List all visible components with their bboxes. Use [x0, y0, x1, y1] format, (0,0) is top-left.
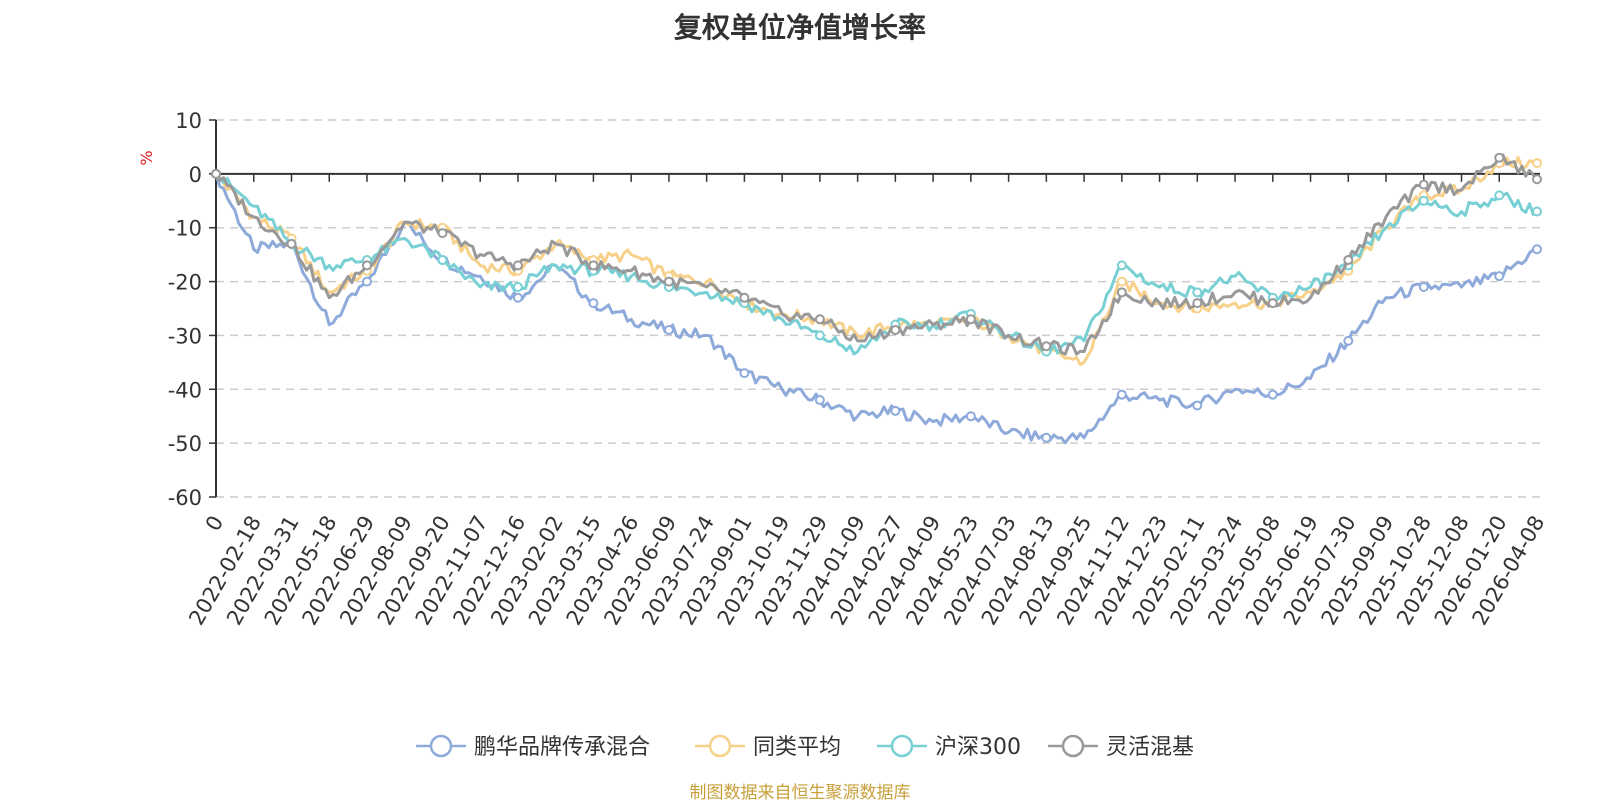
data-point	[1192, 287, 1203, 298]
legend[interactable]: 鹏华品牌传承混合 同类平均 沪深300 灵活混基	[416, 734, 1194, 760]
data-point	[1267, 389, 1278, 400]
data-point	[814, 314, 825, 325]
legend-label: 沪深300	[935, 735, 1021, 760]
data-point	[1532, 174, 1542, 185]
data-point	[1532, 244, 1542, 255]
data-point	[1494, 152, 1505, 163]
legend-item-2[interactable]: 沪深300	[877, 734, 1021, 760]
axes: 100-10-20-30-40-50-6002022-02-182022-03-…	[168, 109, 1550, 629]
y-tick-label: -50	[168, 432, 202, 456]
data-point	[663, 325, 674, 336]
data-point	[1343, 255, 1354, 266]
data-point	[1116, 389, 1127, 400]
series-line	[214, 153, 1539, 356]
data-point	[1418, 195, 1429, 206]
series-0	[211, 168, 1542, 445]
data-point	[1418, 179, 1429, 190]
legend-item-1[interactable]: 同类平均	[695, 734, 841, 760]
data-point	[1116, 276, 1127, 287]
y-tick-label: -40	[168, 378, 202, 402]
data-point	[739, 292, 750, 303]
data-point	[588, 298, 599, 309]
data-point	[1192, 298, 1203, 309]
data-point	[1041, 432, 1052, 443]
series-line	[214, 172, 1538, 356]
series-line	[214, 173, 1538, 445]
data-point	[1532, 158, 1542, 169]
data-point	[890, 405, 901, 416]
y-tick-label: -30	[168, 324, 202, 348]
legend-swatch-marker	[708, 734, 732, 758]
data-point	[512, 281, 523, 292]
data-point	[1267, 298, 1278, 309]
data-point	[1532, 206, 1542, 217]
data-point	[1116, 287, 1127, 298]
y-tick-label: 10	[175, 109, 202, 133]
series-lines	[211, 152, 1542, 445]
data-point	[1418, 281, 1429, 292]
data-point	[211, 168, 221, 179]
legend-swatch-marker	[429, 734, 453, 758]
legend-label: 同类平均	[753, 735, 841, 760]
data-point	[512, 260, 523, 271]
series-3	[211, 152, 1542, 356]
data-point	[814, 395, 825, 406]
data-point	[361, 260, 372, 271]
data-point	[437, 228, 448, 239]
y-tick-label: -60	[168, 486, 202, 510]
grid-lines	[216, 119, 1540, 498]
data-point	[1494, 190, 1505, 201]
data-point	[1494, 271, 1505, 282]
data-point	[512, 292, 523, 303]
data-point	[663, 276, 674, 287]
data-point	[965, 411, 976, 422]
data-point	[1343, 335, 1354, 346]
source-note: 制图数据来自恒生聚源数据库	[689, 783, 911, 803]
data-point	[1192, 400, 1203, 411]
data-point	[361, 276, 372, 287]
data-point	[890, 325, 901, 336]
y-tick-label: -10	[168, 217, 202, 241]
x-tick-label: 0	[201, 512, 228, 536]
data-point	[286, 238, 297, 249]
data-point	[1041, 341, 1052, 352]
legend-swatch-marker	[1061, 734, 1085, 758]
series-1	[211, 155, 1542, 366]
legend-swatch-marker	[890, 734, 914, 758]
data-point	[965, 314, 976, 325]
data-point	[739, 368, 750, 379]
data-point	[814, 330, 825, 341]
chart-title: 复权单位净值增长率	[673, 11, 926, 44]
data-point	[437, 255, 448, 266]
y-tick-label: 0	[189, 163, 202, 187]
legend-item-0[interactable]: 鹏华品牌传承混合	[416, 734, 650, 760]
y-axis-unit-label: %	[137, 150, 156, 165]
legend-label: 灵活混基	[1106, 735, 1194, 760]
legend-item-3[interactable]: 灵活混基	[1048, 734, 1194, 760]
data-point	[1116, 260, 1127, 271]
y-tick-label: -20	[168, 271, 202, 295]
data-point	[588, 260, 599, 271]
series-line	[214, 155, 1538, 366]
legend-label: 鹏华品牌传承混合	[474, 735, 650, 760]
